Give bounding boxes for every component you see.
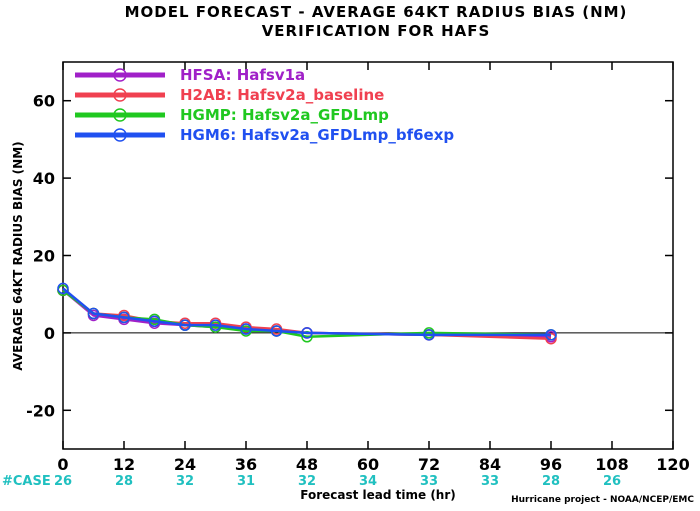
data-point: [423, 329, 435, 341]
case-count: 26: [54, 474, 72, 489]
case-count: 33: [420, 474, 438, 489]
x-tick-label: 0: [57, 455, 68, 474]
chart-title: MODEL FORECAST - AVERAGE 64KT RADIUS BIA…: [125, 3, 628, 21]
legend-swatch-marker: [113, 88, 127, 102]
series-line-4: [62, 287, 551, 337]
x-tick-label: 48: [296, 455, 318, 474]
data-point: [270, 325, 283, 337]
y-tick-label: 60: [33, 92, 55, 111]
case-count: 33: [481, 474, 499, 489]
case-count: 32: [298, 474, 316, 489]
case-count: 34: [359, 474, 377, 489]
credit-text: Hurricane project - NOAA/NCEP/EMC: [511, 495, 694, 505]
y-axis: -20 0 20 40 60: [26, 92, 673, 420]
chart-subtitle: VERIFICATION FOR HAFS: [262, 22, 491, 40]
data-point: [209, 319, 222, 331]
data-point: [148, 315, 161, 328]
legend-label: HGM6: Hafsv2a_GFDLmp_bf6exp: [180, 126, 454, 144]
x-axis: 0 12 24 36 48 60 72 84 96 108 120: [57, 62, 690, 474]
x-tick-label: 96: [540, 455, 562, 474]
y-tick-label: 20: [33, 247, 55, 266]
legend-swatch-marker: [113, 128, 127, 142]
y-axis-label: AVERAGE 64KT RADIUS BIAS (NM): [11, 141, 25, 370]
x-tick-label: 36: [235, 455, 257, 474]
series-line-1: [62, 289, 552, 339]
data-point: [545, 329, 557, 341]
x-axis-label: Forecast lead time (hr): [300, 488, 456, 502]
y-tick-label: 40: [33, 169, 55, 188]
data-point: [240, 323, 252, 335]
x-tick-label: 84: [479, 455, 501, 474]
data-point: [118, 311, 130, 324]
x-tick-label: 108: [595, 455, 628, 474]
legend-label: HGMP: Hafsv2a_GFDLmp: [180, 106, 389, 124]
x-tick-label: 12: [113, 455, 135, 474]
data-point: [301, 327, 313, 339]
x-tick-label: 120: [656, 455, 689, 474]
legend-swatch-marker: [113, 68, 127, 82]
case-count: 31: [237, 474, 255, 489]
legend-label: HFSA: Hafsv1a: [180, 66, 305, 84]
case-count: 28: [542, 474, 560, 489]
case-label: #CASE: [2, 474, 51, 489]
data-point: [179, 319, 191, 331]
x-tick-label: 24: [174, 455, 196, 474]
legend-label: H2AB: Hafsv2a_baseline: [180, 86, 384, 104]
case-counts: 26 28 32 31 32 34 33 33 28 26: [54, 474, 621, 489]
case-count: 26: [603, 474, 621, 489]
data-point: [87, 307, 100, 320]
legend-swatch-marker: [113, 108, 127, 122]
series-line-3: [62, 289, 552, 339]
y-tick-label: 0: [44, 324, 55, 343]
case-count: 32: [176, 474, 194, 489]
series-layer: [57, 282, 557, 345]
data-point: [57, 282, 69, 295]
case-count: 28: [115, 474, 133, 489]
x-tick-label: 60: [357, 455, 379, 474]
x-tick-label: 72: [418, 455, 440, 474]
legend: HFSA: Hafsv1a H2AB: Hafsv2a_baseline HGMP:…: [75, 66, 454, 144]
y-tick-label: -20: [26, 401, 55, 420]
